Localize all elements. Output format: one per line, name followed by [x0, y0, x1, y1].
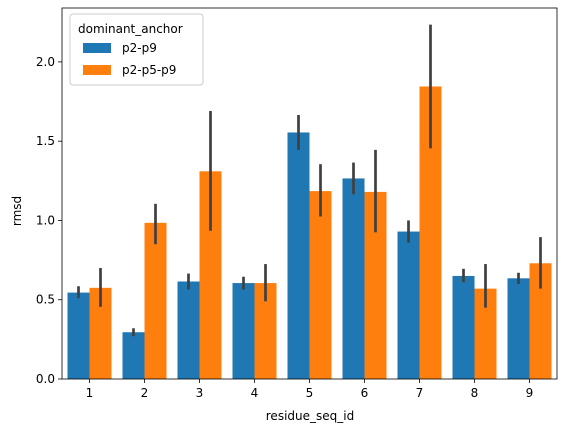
- legend-title: dominant_anchor: [78, 22, 183, 36]
- x-axis-label: residue_seq_id: [266, 409, 354, 423]
- x-tick-label: 5: [306, 386, 314, 400]
- legend-label-p2-p5-p9: p2-p5-p9: [122, 63, 176, 77]
- legend-swatch-p2-p5-p9: [83, 65, 111, 75]
- legend-swatch-p2-p9: [83, 43, 111, 53]
- bar-p2-p9-9: [508, 278, 530, 379]
- y-tick-label: 0.0: [36, 372, 55, 386]
- y-tick-label: 0.5: [36, 293, 55, 307]
- y-tick-label: 1.5: [36, 134, 55, 148]
- legend-label-p2-p9: p2-p9: [122, 41, 157, 55]
- bar-p2-p9-8: [453, 276, 475, 379]
- bar-p2-p5-p9-5: [310, 191, 332, 379]
- bar-p2-p9-1: [68, 293, 90, 379]
- x-tick-label: 4: [251, 386, 259, 400]
- y-axis: 0.0 0.5 1.0 1.5 2.0: [36, 55, 62, 386]
- bar-p2-p9-7: [398, 232, 420, 379]
- x-tick-label: 7: [416, 386, 424, 400]
- bar-p2-p9-4: [233, 283, 255, 379]
- legend: dominant_anchor p2-p9 p2-p5-p9: [70, 14, 203, 85]
- bar-p2-p9-2: [123, 332, 145, 379]
- x-axis: 1 2 3 4 5 6 7 8 9: [86, 379, 534, 400]
- x-tick-label: 3: [196, 386, 204, 400]
- x-tick-label: 1: [86, 386, 94, 400]
- x-tick-label: 6: [361, 386, 369, 400]
- bar-p2-p9-5: [288, 132, 310, 379]
- bar-p2-p5-p9-2: [145, 223, 167, 379]
- x-tick-label: 2: [141, 386, 149, 400]
- bar-p2-p9-3: [178, 281, 200, 379]
- y-tick-label: 2.0: [36, 55, 55, 69]
- x-tick-label: 8: [471, 386, 479, 400]
- y-axis-label: rmsd: [10, 196, 24, 226]
- x-tick-label: 9: [526, 386, 534, 400]
- bar-p2-p9-6: [343, 178, 365, 379]
- y-tick-label: 1.0: [36, 213, 55, 227]
